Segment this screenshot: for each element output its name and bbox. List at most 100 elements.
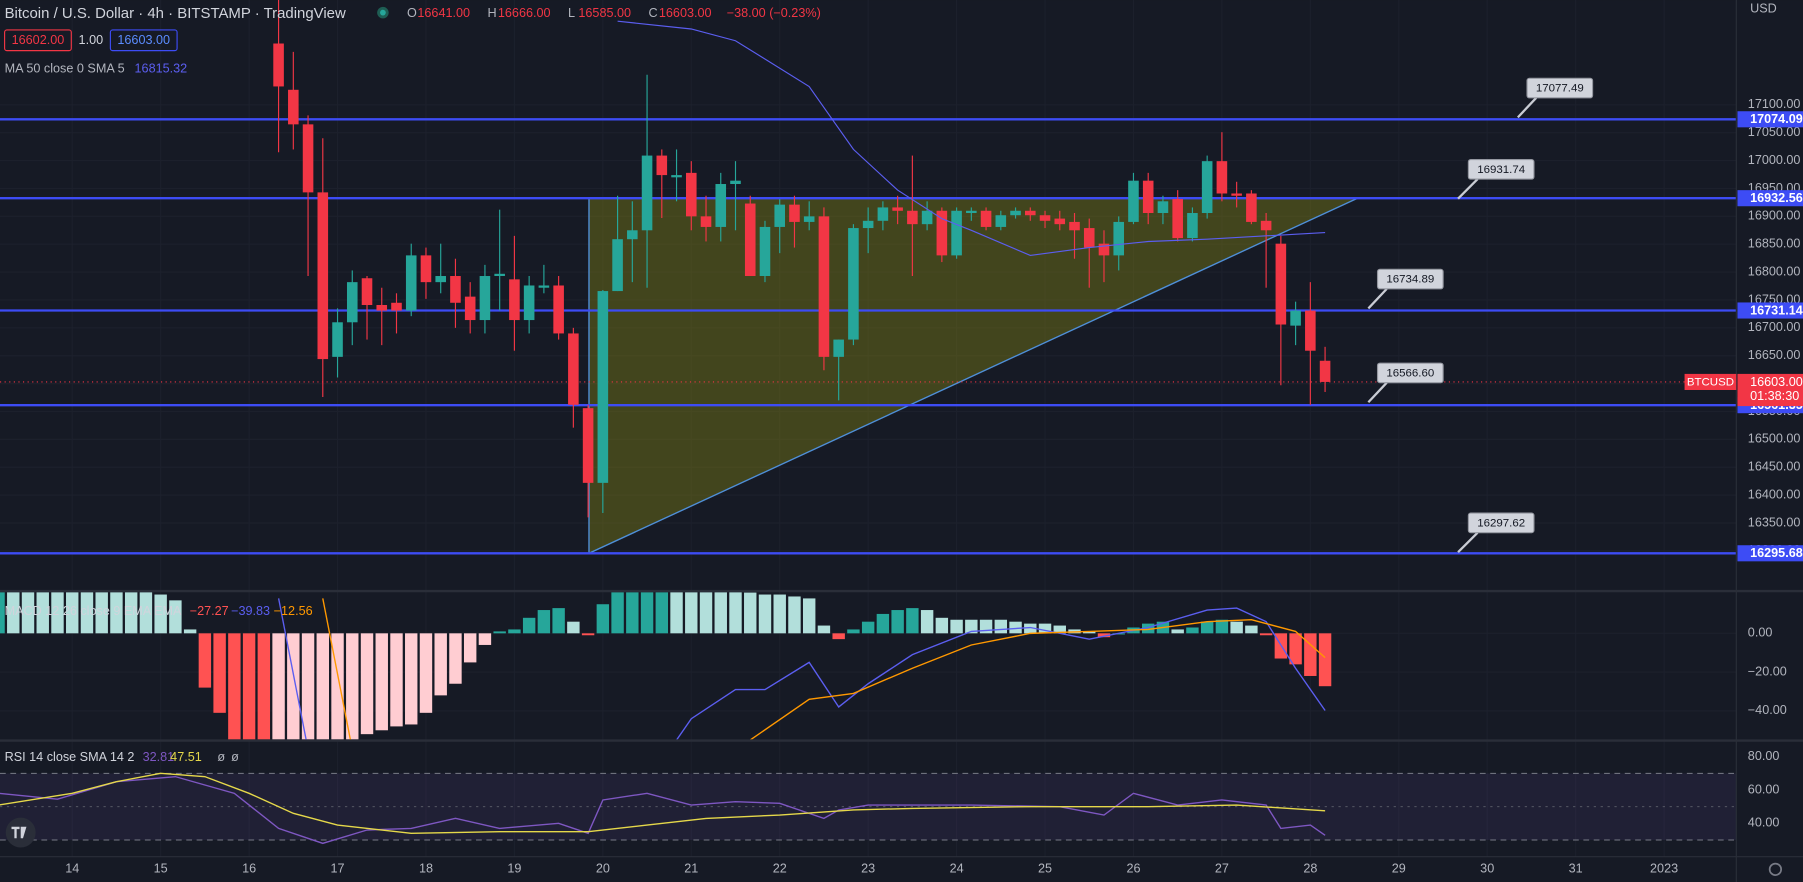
candle-body <box>1128 180 1139 222</box>
y-tick-label: 16400.00 <box>1748 487 1801 501</box>
candle-body <box>1024 210 1036 216</box>
signal-line <box>322 598 1326 740</box>
candle-body <box>1142 180 1154 214</box>
candle-body <box>966 210 977 214</box>
macd-tick-label: −40.00 <box>1748 703 1787 717</box>
callout-pointer <box>1367 288 1388 310</box>
x-tick-label: 26 <box>1126 862 1140 876</box>
macd-histogram-bar <box>788 596 801 634</box>
callout-box[interactable] <box>1467 512 1535 534</box>
market-status-dot <box>380 9 386 16</box>
macd-histogram-bar <box>390 633 403 727</box>
macd-histogram-bar <box>257 633 271 740</box>
callout-box[interactable] <box>1526 77 1594 99</box>
callout-box[interactable] <box>1376 362 1444 384</box>
macd-line <box>277 598 1326 740</box>
macd-histogram-bar <box>95 592 108 634</box>
macd-histogram-bar <box>124 592 138 634</box>
candle-body <box>1305 310 1316 351</box>
candle-body <box>568 333 579 405</box>
settings-button[interactable] <box>1768 862 1783 876</box>
macd-histogram-bar <box>1083 631 1096 634</box>
macd-histogram-bar <box>626 592 639 634</box>
callout-label[interactable]: 16566.60 <box>1386 368 1434 380</box>
candle-body <box>464 296 476 321</box>
candle-body <box>685 172 697 217</box>
rsi-tick-label: 80.00 <box>1748 749 1780 763</box>
macd-histogram-bar <box>1215 619 1229 634</box>
ma-legend[interactable]: MA 50 close 0 SMA 5 <box>5 61 125 75</box>
macd-legend[interactable]: MACD 12 26 close 9 EMA EMA <box>5 604 182 618</box>
rsi-line <box>0 775 1326 845</box>
logo-mark <box>11 826 27 839</box>
macd-histogram-bar <box>183 629 197 634</box>
candle-body <box>582 408 594 483</box>
ohlc-key: H <box>488 6 497 20</box>
candle-body <box>612 239 623 292</box>
callout-label[interactable]: 17077.49 <box>1536 83 1584 95</box>
ask[interactable]: 16603.00 <box>117 33 170 47</box>
candle-body <box>479 276 491 321</box>
candle-body <box>391 302 402 311</box>
macd-histogram-bar <box>1009 621 1022 634</box>
macd-histogram-bar <box>1097 633 1111 638</box>
macd-histogram-bar <box>154 594 167 634</box>
y-tick-label: 17050.00 <box>1748 125 1801 139</box>
macd-histogram-bar <box>1230 621 1243 634</box>
macd-histogram-bar <box>242 633 256 740</box>
macd-histogram-bar <box>802 598 816 634</box>
candle-body <box>921 210 933 225</box>
y-tick-label: 16800.00 <box>1748 264 1801 278</box>
candle-body <box>803 216 815 222</box>
y-tick-label: 16350.00 <box>1748 515 1801 529</box>
sell-box[interactable] <box>4 29 72 52</box>
rsi-sma-line <box>0 772 1326 835</box>
x-tick-label: 2023 <box>1650 862 1678 876</box>
rsi-tick-label: 60.00 <box>1748 782 1780 796</box>
macd-histogram-bar <box>66 592 79 634</box>
ohlc-key: O <box>407 6 417 20</box>
callout-box[interactable] <box>1467 158 1535 180</box>
rsi-legend[interactable]: RSI 14 close SMA 14 2 <box>5 750 135 764</box>
candle-body <box>597 291 609 483</box>
candle-body <box>523 285 535 321</box>
ohlc-value: 16666.00 <box>498 6 551 20</box>
macd-histogram-bar <box>228 633 241 740</box>
candle-body <box>936 210 948 256</box>
macd-histogram-bar <box>449 633 462 684</box>
macd-histogram-bar <box>1141 623 1155 634</box>
rsi-tick-label: 40.00 <box>1748 816 1780 830</box>
buy-box[interactable] <box>109 29 178 52</box>
axes: 14 15 16 17 18 19 20 21 22 23 24 25 26 27 28 29 30 31 2023… <box>65 97 1803 876</box>
macd-histogram-bar <box>1053 625 1066 634</box>
candle-body <box>1231 193 1242 196</box>
callout-box[interactable] <box>1376 268 1444 290</box>
candle-body <box>1010 210 1021 216</box>
candle-body <box>995 215 1007 227</box>
callout-label[interactable]: 16931.74 <box>1477 164 1526 176</box>
macd-histogram-bar <box>1289 633 1302 665</box>
macd-histogram-bar <box>21 592 35 634</box>
bid[interactable]: 16602.00 <box>12 33 65 47</box>
macd-histogram-bar <box>655 592 669 634</box>
macd-histogram-bar <box>7 592 20 634</box>
macd-histogram-bar <box>744 592 757 634</box>
macd-histogram-bar <box>847 629 860 634</box>
macd-histogram-bar <box>508 629 521 634</box>
ohlc-change: −38.00 (−0.23%) <box>727 6 821 20</box>
macd-histogram-bar <box>478 633 492 645</box>
candle-body <box>744 203 756 277</box>
candle-body <box>376 305 388 311</box>
macd-histogram-bar <box>272 633 285 740</box>
callout-label[interactable]: 16734.89 <box>1386 274 1434 286</box>
candle-body <box>1201 161 1213 214</box>
ohlc-value: 16641.00 <box>417 6 470 20</box>
price-pane <box>0 0 1737 555</box>
candle-body <box>332 322 343 357</box>
callout-label[interactable]: 16297.62 <box>1477 517 1525 529</box>
symbol-box <box>1684 373 1737 390</box>
candle-body <box>951 210 962 256</box>
